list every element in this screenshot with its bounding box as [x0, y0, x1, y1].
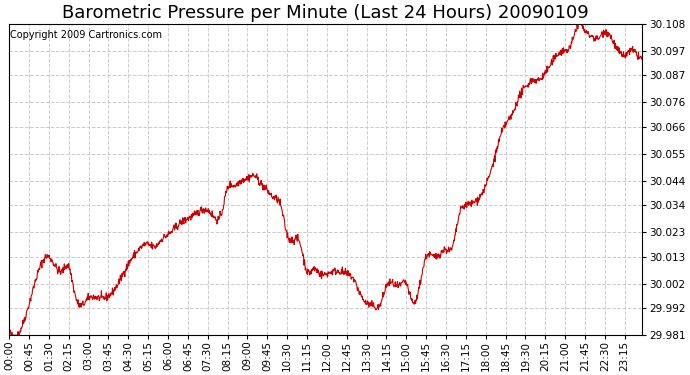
Text: Copyright 2009 Cartronics.com: Copyright 2009 Cartronics.com	[10, 30, 162, 40]
Title: Barometric Pressure per Minute (Last 24 Hours) 20090109: Barometric Pressure per Minute (Last 24 …	[62, 4, 589, 22]
